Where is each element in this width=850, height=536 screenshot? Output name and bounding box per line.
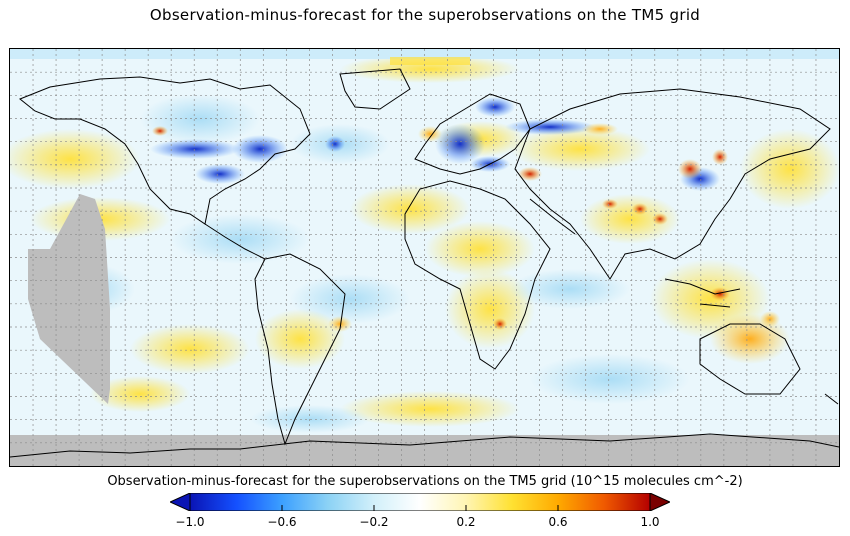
colorbar-gradient bbox=[189, 493, 651, 511]
coastlines bbox=[10, 68, 839, 458]
map-title: Observation-minus-forecast for the super… bbox=[149, 6, 701, 24]
colorbar-tick-label: 0.2 bbox=[456, 515, 476, 529]
missing-data-region bbox=[28, 194, 110, 404]
colorbar-tick-label: −1.0 bbox=[175, 515, 205, 529]
colorbar-under-arrow bbox=[170, 493, 191, 511]
colorbar-title: Observation-minus-forecast for the super… bbox=[107, 474, 743, 489]
colorbar-tick-label: −0.2 bbox=[359, 515, 389, 529]
colorbar-tick-label: −0.6 bbox=[267, 515, 297, 529]
colorbar bbox=[170, 493, 670, 511]
map-canvas bbox=[10, 49, 839, 466]
map-panel bbox=[9, 48, 840, 467]
anomaly-field bbox=[10, 55, 839, 433]
colorbar-tick-label: 1.0 bbox=[640, 515, 660, 529]
map-graticule bbox=[10, 49, 839, 466]
colorbar-tick-label: 0.6 bbox=[548, 515, 568, 529]
colorbar-over-arrow bbox=[649, 493, 670, 511]
